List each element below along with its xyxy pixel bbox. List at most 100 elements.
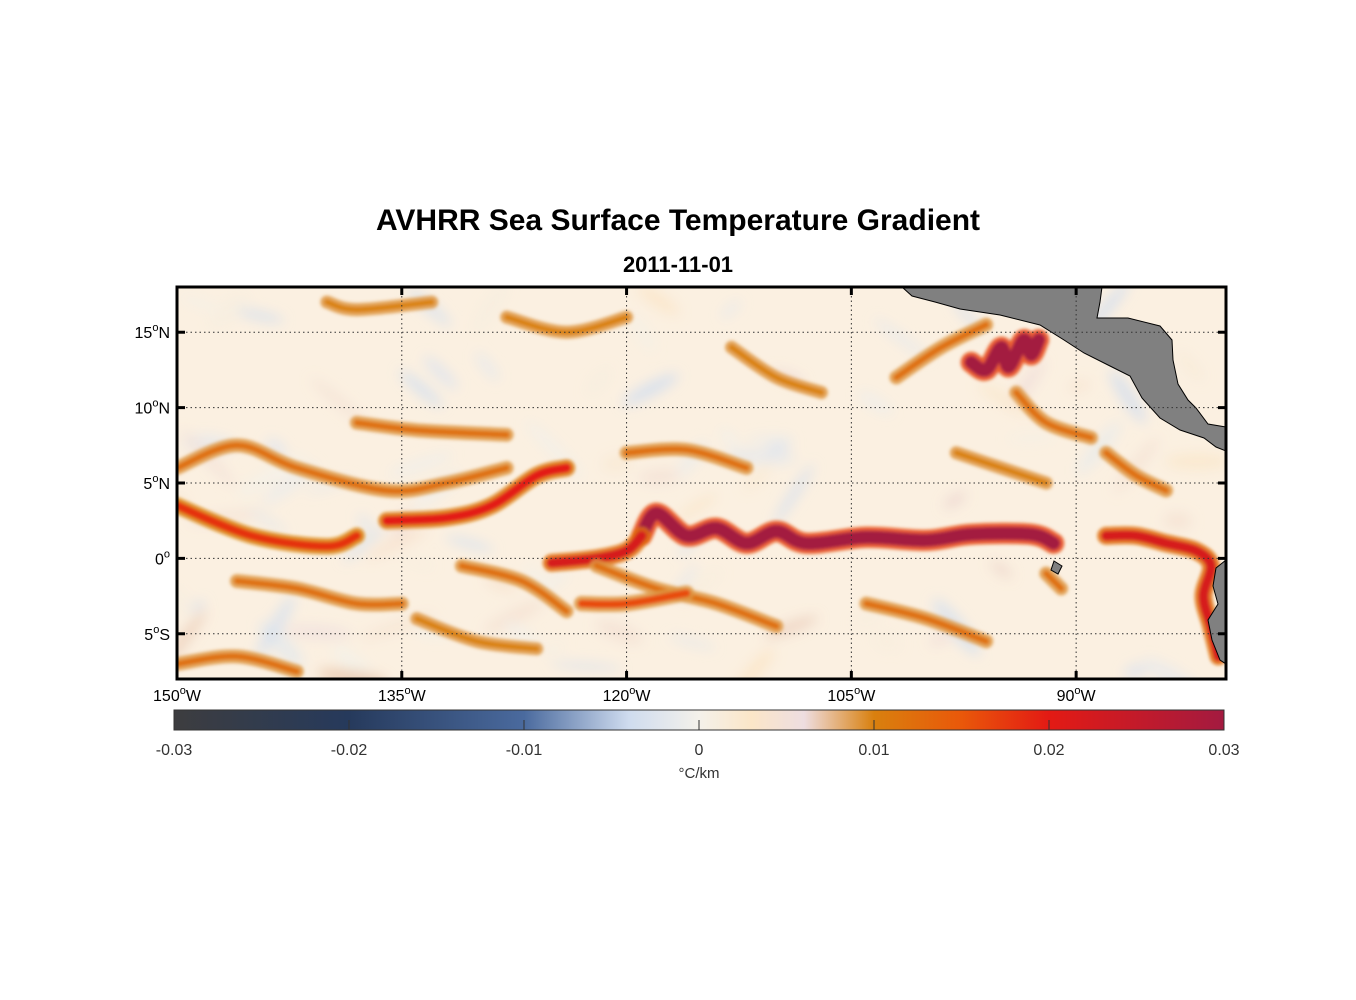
lat-label: 5oS [144,624,170,644]
land-galapagos [1050,560,1063,575]
lon-label: 105oW [827,685,876,705]
texture-wisp [772,464,814,527]
texture-wisp [1109,369,1147,424]
texture-wisp [765,441,791,454]
texture-wisp [473,287,508,334]
texture-wisp [1114,437,1159,493]
gradient-front [458,563,570,615]
lat-label: 0o [155,548,170,568]
texture-wisp [256,595,296,658]
texture-wisp [483,600,544,634]
map-frame [175,285,1228,681]
texture-wisp [744,463,772,491]
texture-wisp [542,642,566,655]
gradient-front [177,653,300,675]
texture-wisp [357,514,373,532]
texture-wisp [485,575,517,593]
texture-wisp [210,295,249,327]
lat-label: 15oN [135,322,170,342]
texture-wisp [586,368,611,395]
texture-wisp [445,536,494,552]
longitude-labels: 150oW 135oW 120oW 105oW 90oW [153,685,1097,705]
lat-label: 5oN [143,473,170,493]
texture-wisp [311,378,367,426]
texture-wisp [595,619,643,644]
texture-wisp [929,631,952,646]
texture-wisp [236,309,285,323]
texture-wisp [550,662,622,671]
texture-wisp [266,438,287,458]
texture-wisp [873,632,901,651]
texture-wisp [389,453,453,476]
texture-wisp [1007,434,1056,443]
lon-label: 135oW [378,685,427,705]
texture-wisp [721,300,741,319]
gradient-front [177,501,361,551]
gradient-front [1043,570,1065,592]
texture-wisp [475,352,499,381]
texture-wisp [622,373,679,406]
gradient-front [623,446,750,471]
texture-wisp [404,558,434,568]
texture-wisp [177,584,194,615]
land-mexico-guatemala [901,287,1226,452]
texture-wisp [541,573,568,589]
texture-wisp [1164,453,1226,470]
gradient-front [729,344,824,395]
texture-wisp [677,494,717,520]
gradient-front [863,600,990,645]
latitude-labels: 15oN 10oN 5oN 0o 5oS [135,322,170,644]
gradient-front [546,530,647,568]
figure-title: AVHRR Sea Surface Temperature Gradient [375,204,981,237]
texture-wisp [1123,664,1147,679]
texture-wisp [638,468,681,485]
gradient-front [964,333,1046,377]
lon-label: 120oW [603,685,652,705]
texture-wisp [720,428,740,452]
texture-wisp [746,435,795,444]
gradient-front [504,314,630,335]
gradient-front [635,506,1061,550]
texture-wisp [853,610,884,627]
texture-wisp [669,636,716,649]
gradient-fronts [177,295,1226,679]
texture-wisp [732,648,775,679]
gradient-front [177,442,510,494]
gradient-front [353,419,510,438]
texture-wisp [1077,421,1121,475]
graticule [177,287,1226,679]
land-central-america [901,287,1226,665]
gradient-front [1103,449,1169,494]
texture-wisp [1177,351,1204,381]
texture-wisp [177,609,207,674]
gradient-front [382,463,572,526]
texture-wisp [343,526,385,562]
texture-wisp [858,391,893,415]
texture-wisp [978,383,1031,416]
texture-wisp [248,509,287,533]
gradient-front [1013,389,1094,441]
lon-label: 90oW [1057,685,1097,705]
texture-wisp [364,527,428,560]
texture-wisp [636,287,679,316]
figure-subtitle: 2011-11-01 [622,252,734,277]
texture-wisp [399,370,443,408]
texture-wisp [943,491,967,509]
texture-wisp [874,318,930,360]
texture-wisp [1163,512,1192,530]
lat-label: 10oN [135,398,170,418]
gradient-front [577,589,691,609]
texture-wisp [283,625,352,639]
gradient-front [414,616,540,652]
texture-wisp [423,356,458,390]
gradient-front [893,321,990,381]
texture-wisp [1069,380,1090,392]
texture-wisp [179,294,221,311]
gradient-front [953,450,1049,486]
gradient-front [324,299,435,313]
land-south-america [1207,559,1226,665]
texture-wisp [630,314,655,352]
gradient-front [234,578,405,608]
lon-label: 150oW [153,685,202,705]
